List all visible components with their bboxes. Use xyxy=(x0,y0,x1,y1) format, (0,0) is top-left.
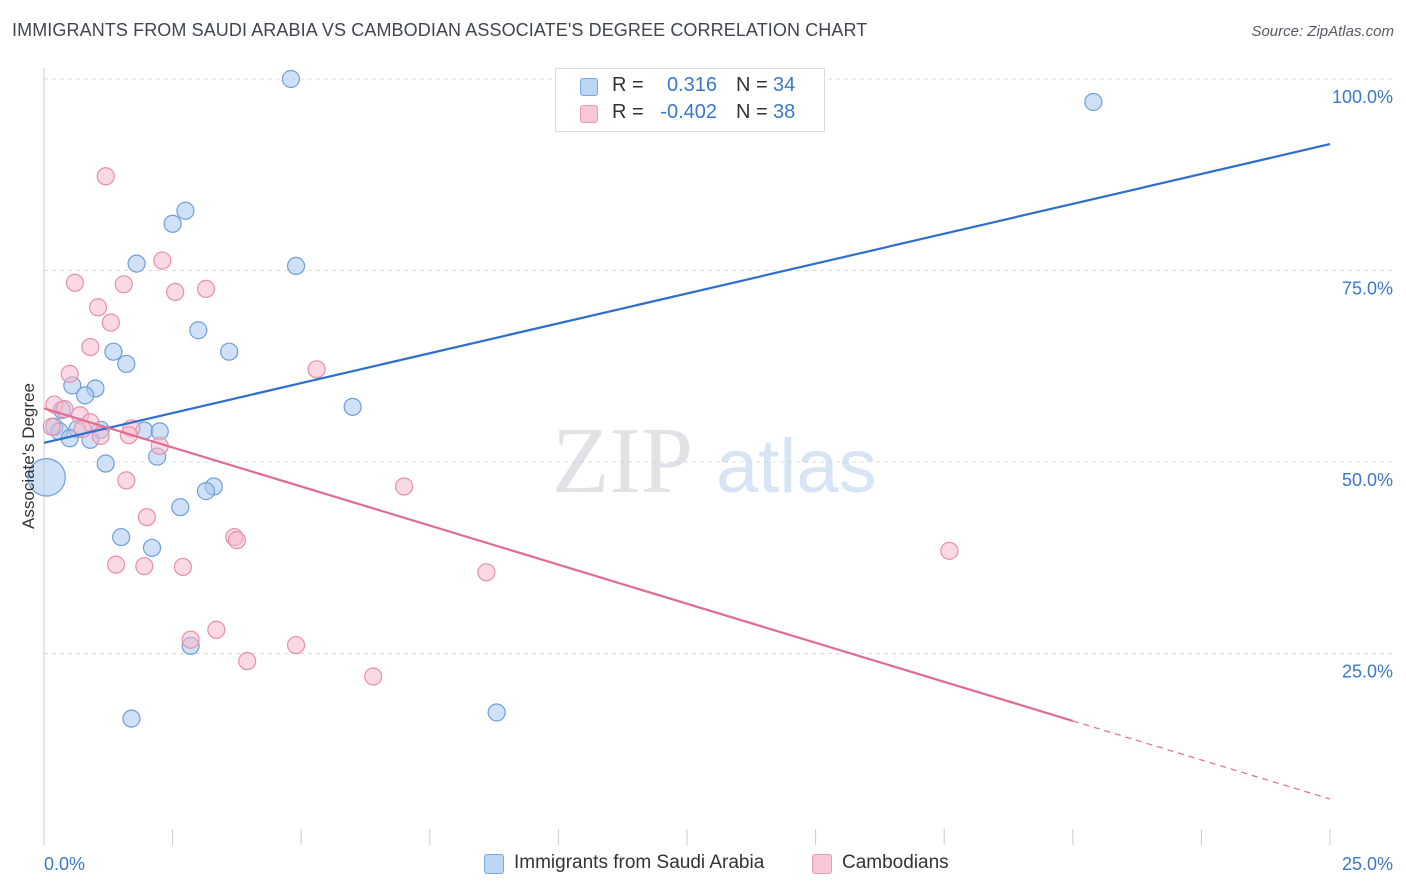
cambodian-point xyxy=(394,477,414,496)
cambodian-point xyxy=(238,652,257,671)
saudi-point xyxy=(122,709,141,728)
saudi-point xyxy=(171,498,190,517)
saudi-point xyxy=(163,214,182,233)
watermark-zip: ZIP xyxy=(552,409,693,513)
cambodian-point xyxy=(153,251,172,270)
saudi-point xyxy=(142,538,162,557)
legend-n-label: N = xyxy=(736,101,768,123)
cambodian-trend-line xyxy=(43,407,1074,722)
cambodian-point xyxy=(207,620,226,639)
legend-swatch-pink xyxy=(580,105,598,123)
cambodian-point xyxy=(227,531,246,550)
saudi-trend-line xyxy=(43,143,1331,444)
cambodian-point xyxy=(166,282,185,302)
legend-swatch-blue xyxy=(580,78,598,96)
cambodian-point xyxy=(364,667,383,686)
saudi-point xyxy=(76,386,95,405)
saudi-point xyxy=(286,256,306,276)
saudi-point xyxy=(27,458,66,497)
cambodian-point xyxy=(940,541,959,560)
saudi-point xyxy=(117,354,136,374)
cambodian-point xyxy=(117,471,136,490)
saudi-point xyxy=(112,527,131,547)
cambodian-point xyxy=(135,557,154,576)
cambodian-point xyxy=(42,417,61,436)
cambodian-point xyxy=(106,555,126,574)
cambodian-point xyxy=(477,563,496,582)
legend-r-label: R = xyxy=(612,101,644,123)
legend-n-label: N = xyxy=(736,74,768,96)
cambodian-point xyxy=(137,508,156,527)
legend-row-cambodian: R = -0.402 N = 38 xyxy=(556,101,824,127)
legend-n-value: 34 xyxy=(773,74,796,96)
legend-r-value: -0.402 xyxy=(660,101,717,123)
legend-n-value: 38 xyxy=(773,101,796,123)
saudi-point xyxy=(281,69,301,89)
cambodian-point xyxy=(181,630,200,649)
legend-r-label: R = xyxy=(612,74,644,96)
cambodian-point xyxy=(173,557,192,577)
saudi-point xyxy=(176,201,195,220)
x-tick-label: 25.0% xyxy=(1342,854,1393,874)
y-tick-label: 100.0% xyxy=(1332,87,1393,107)
y-tick-label: 75.0% xyxy=(1342,279,1393,299)
saudi-point xyxy=(196,482,216,501)
chart-title: IMMIGRANTS FROM SAUDI ARABIA VS CAMBODIA… xyxy=(12,20,868,40)
cambodian-point xyxy=(96,167,115,186)
cambodian-point xyxy=(88,298,108,317)
source-credit: Source: ZipAtlas.com xyxy=(1251,23,1394,40)
saudi-point xyxy=(343,397,362,416)
cambodian-point xyxy=(65,273,84,292)
saudi-point xyxy=(104,342,123,361)
y-tick-label: 50.0% xyxy=(1342,470,1393,490)
saudi-point xyxy=(189,321,208,340)
labels-layer: 25.0% 50.0% 75.0% 100.0% 0.0% 25.0% xyxy=(44,87,1393,874)
axis-layer xyxy=(43,68,1331,845)
saudi-point xyxy=(96,454,115,473)
cambodian-point xyxy=(307,360,326,379)
legend-label-cambodians: Cambodians xyxy=(842,852,949,873)
grid-layer xyxy=(44,78,1392,654)
saudi-point xyxy=(220,342,239,361)
legend-r-value: 0.316 xyxy=(666,74,717,96)
points-layer xyxy=(27,69,1103,728)
legend-swatch-pink xyxy=(812,854,832,874)
stats-legend: R = 0.316 N = 34 R = -0.402 N = 38 xyxy=(555,68,825,132)
cambodian-trend-line-extension xyxy=(1072,720,1331,800)
cambodian-point xyxy=(101,313,120,332)
trend-layer xyxy=(43,143,1331,800)
cambodian-point xyxy=(286,635,306,655)
x-tick-label: 0.0% xyxy=(44,854,85,874)
y-axis-label: Associate's Degree xyxy=(19,383,38,529)
cambodian-point xyxy=(60,364,79,384)
saudi-point xyxy=(127,254,146,273)
watermark-atlas: atlas xyxy=(716,424,877,509)
saudi-point xyxy=(487,703,506,722)
cambodian-point xyxy=(114,275,133,294)
cambodian-point xyxy=(81,338,100,357)
legend-label-saudi: Immigrants from Saudi Arabia xyxy=(514,852,765,873)
cambodian-point xyxy=(196,279,216,298)
saudi-point xyxy=(1084,92,1103,112)
y-tick-label: 25.0% xyxy=(1342,662,1393,682)
legend-swatch-blue xyxy=(484,854,504,874)
legend-row-saudi: R = 0.316 N = 34 xyxy=(556,74,824,100)
